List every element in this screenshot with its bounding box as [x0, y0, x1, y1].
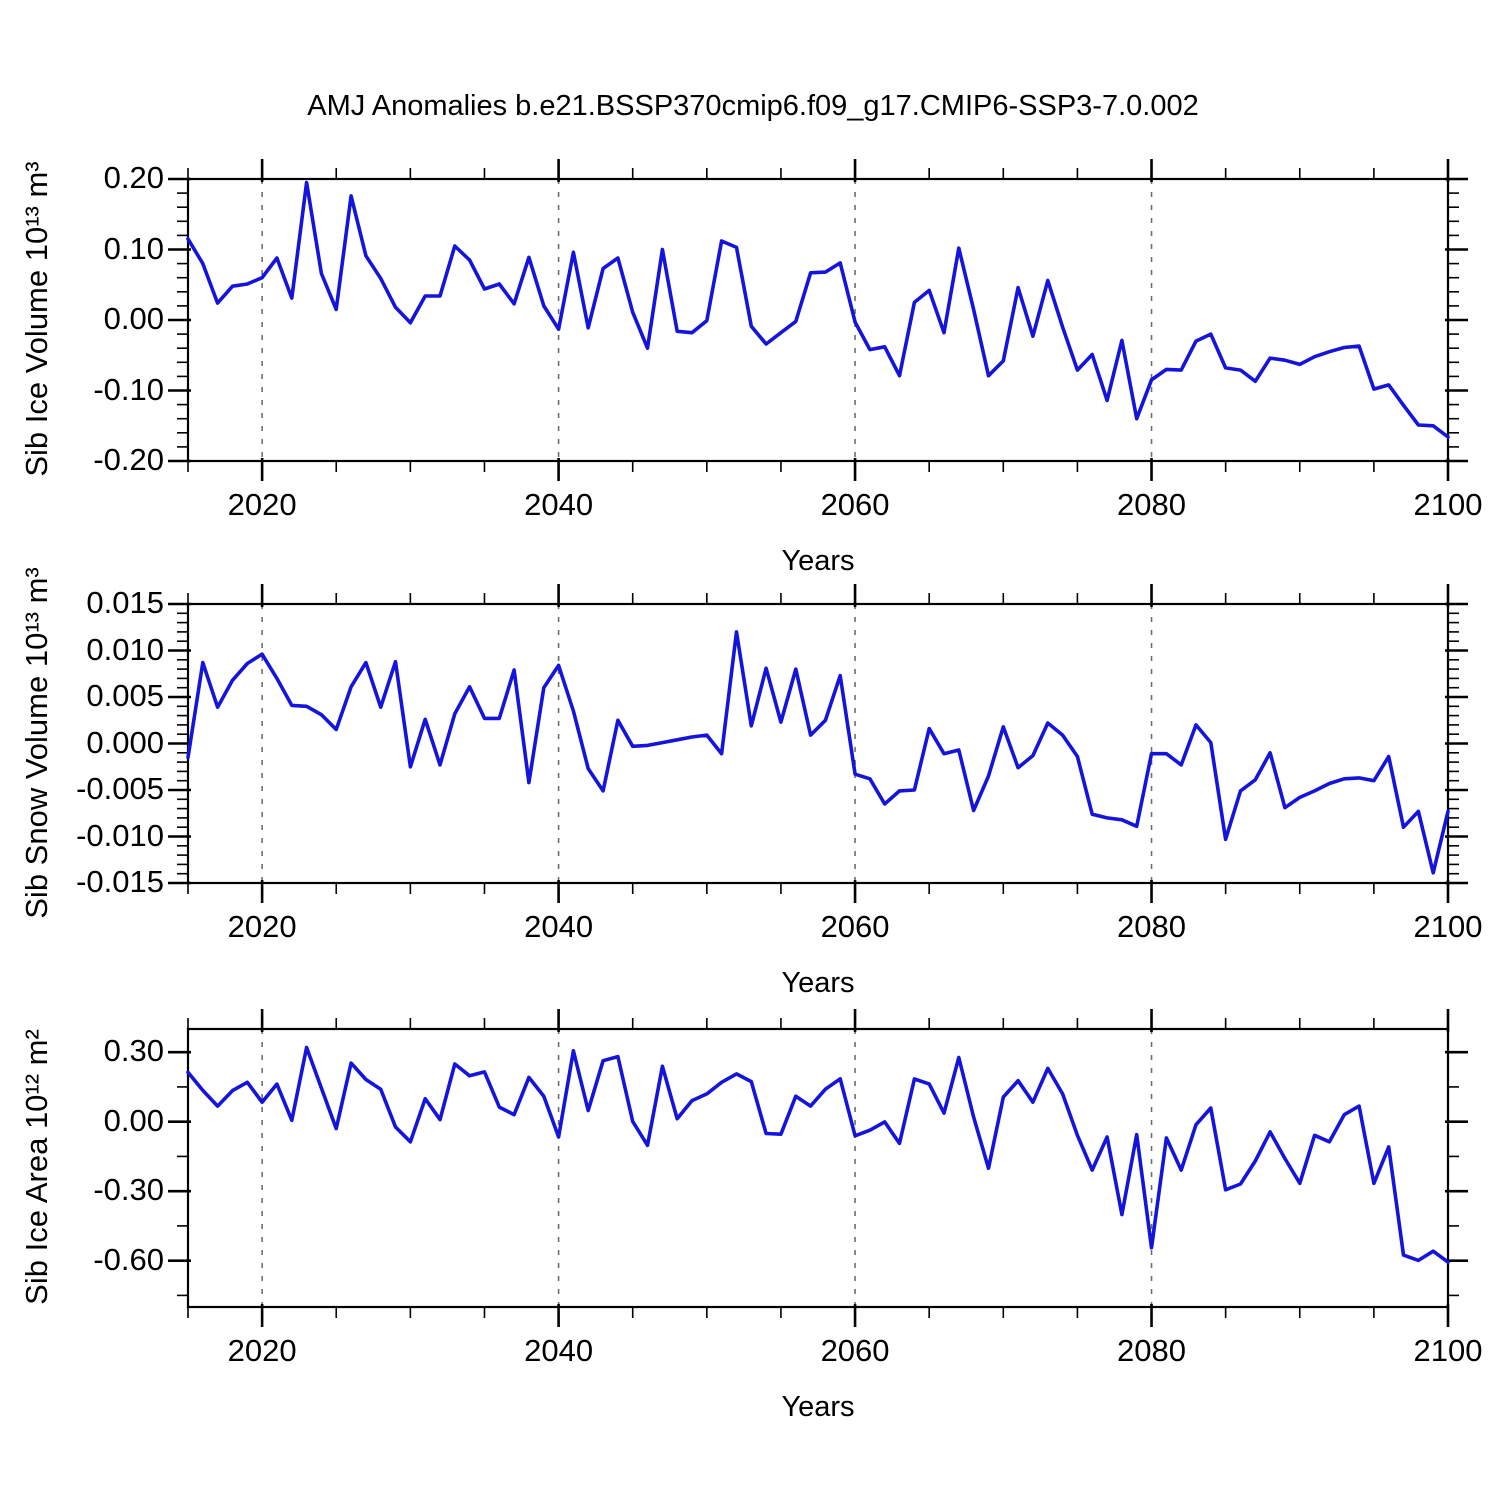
x-tick-label: 2060 [820, 487, 890, 522]
y-tick-label: 0.015 [86, 585, 164, 620]
y-tick-label: 0.00 [103, 1102, 164, 1138]
sib-snow-volume-anomaly-line [186, 630, 1450, 875]
panel-frame [186, 1027, 1450, 1309]
x-tick-label: 2020 [227, 1333, 297, 1368]
x-tick-label: 2020 [227, 909, 297, 944]
x-axis-label-0: Years [781, 545, 855, 577]
y-tick-label: 0.10 [103, 230, 164, 266]
x-tick-label: 2100 [1413, 1333, 1483, 1368]
y-tick-label: -0.005 [76, 771, 164, 806]
x-tick-label: 2020 [227, 487, 297, 522]
x-axis-label-2: Years [781, 1391, 855, 1423]
panel-frame [186, 602, 1450, 885]
x-tick-label: 2080 [1117, 487, 1186, 522]
y-tick-label: -0.010 [76, 817, 164, 853]
x-tick-label: 2100 [1413, 909, 1483, 944]
y-tick-label: 0.30 [103, 1033, 164, 1069]
y-tick-label: 0.010 [86, 631, 164, 667]
x-tick-label: 2080 [1117, 909, 1186, 944]
x-tick-label: 2040 [524, 909, 594, 944]
x-tick-label: 2080 [1117, 1333, 1186, 1368]
x-tick-label: 2040 [524, 487, 594, 522]
x-tick-label: 2060 [820, 1333, 890, 1368]
y-tick-label: 0.000 [86, 724, 164, 760]
y-tick-label: 0.20 [103, 160, 164, 195]
y-tick-label: -0.015 [76, 864, 164, 899]
x-tick-label: 2040 [524, 1333, 594, 1368]
y-tick-label: -0.30 [93, 1172, 164, 1208]
x-tick-label: 2060 [820, 909, 890, 944]
x-axis-label-1: Years [781, 967, 855, 999]
y-tick-label: 0.005 [86, 678, 164, 713]
y-tick-label: -0.10 [93, 371, 164, 407]
sib-ice-volume-anomaly-line [186, 180, 1450, 439]
panel-frame [186, 177, 1450, 463]
x-tick-label: 2100 [1413, 487, 1483, 522]
sib-ice-area-anomaly-line [186, 1045, 1450, 1264]
y-tick-label: -0.60 [93, 1241, 164, 1277]
y-tick-label: 0.00 [103, 301, 164, 336]
chart-title: AMJ Anomalies b.e21.BSSP370cmip6.f09_g17… [307, 90, 1199, 122]
y-tick-label: -0.20 [93, 442, 164, 477]
